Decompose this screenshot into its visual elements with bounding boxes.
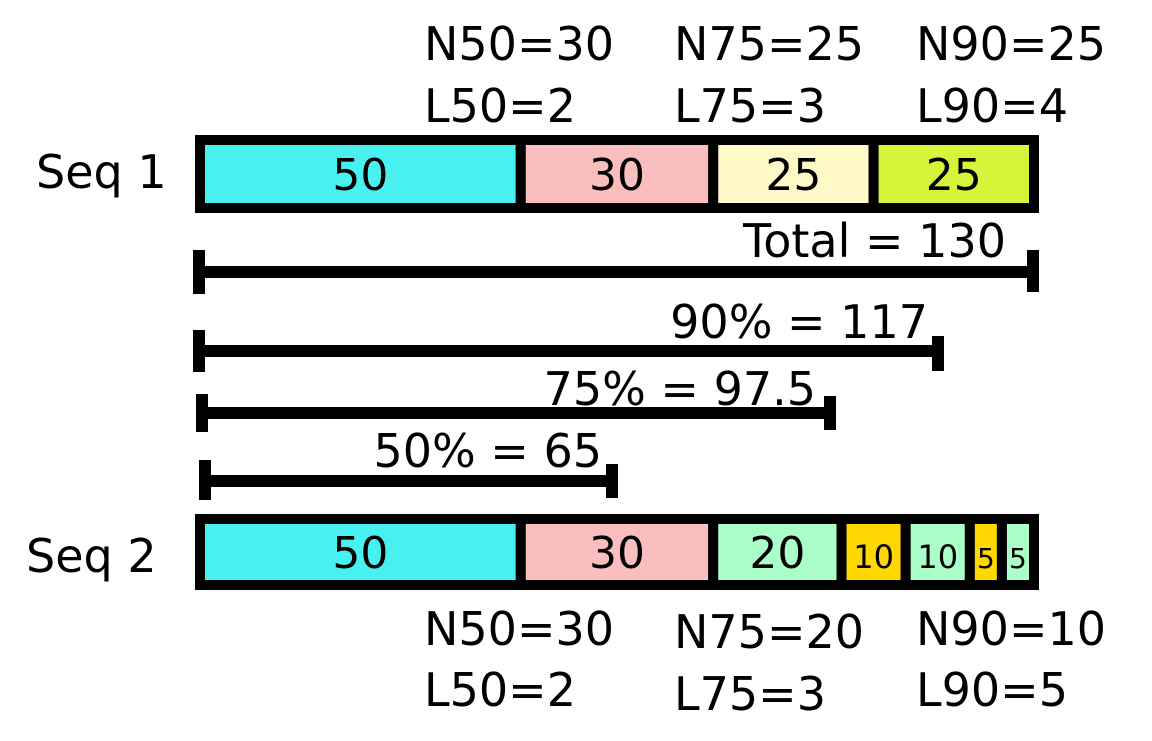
seq2-n50: N50=30 bbox=[424, 602, 614, 656]
seq2-segment-6-label: 5 bbox=[977, 542, 995, 575]
ruler-total: Total = 130 bbox=[193, 214, 1039, 294]
seq2-n90: N90=10 bbox=[916, 602, 1106, 656]
seq2-l50: L50=2 bbox=[424, 663, 576, 717]
ruler-90-label: 90% = 117 bbox=[670, 295, 928, 349]
seq1-n90: N90=25 bbox=[916, 17, 1106, 71]
seq1-n50: N50=30 bbox=[424, 17, 614, 71]
ruler-90-percent: 90% = 117 bbox=[193, 295, 944, 372]
seq1-segment-1-label: 50 bbox=[332, 150, 388, 201]
seq2-segment-1-label: 50 bbox=[332, 528, 388, 579]
seq2-segment-7 bbox=[996, 514, 1040, 590]
seq1-segment-4 bbox=[868, 135, 1039, 213]
seq2-segment-2-label: 30 bbox=[589, 528, 645, 579]
seq2-label: Seq 2 bbox=[26, 529, 157, 583]
seq2-segment-1 bbox=[195, 514, 526, 590]
ruler-50-percent: 50% = 65 bbox=[199, 424, 618, 500]
seq1-segment-2-label: 30 bbox=[589, 150, 645, 201]
seq2-segment-7-label: 5 bbox=[1009, 542, 1027, 575]
seq1-segment-3 bbox=[708, 135, 879, 213]
seq1-l50: L50=2 bbox=[424, 79, 576, 133]
ruler-50-label: 50% = 65 bbox=[373, 424, 602, 478]
seq2-n75: N75=20 bbox=[674, 605, 864, 659]
seq1-l75: L75=3 bbox=[674, 79, 826, 133]
ruler-total-label: Total = 130 bbox=[742, 214, 1006, 268]
seq2-segment-5-label: 10 bbox=[917, 538, 958, 576]
seq1-segment-2 bbox=[515, 135, 719, 213]
seq1-l90: L90=4 bbox=[916, 79, 1068, 133]
seq1-bar: 50 30 25 25 bbox=[195, 135, 1039, 213]
seq2-segment-3-label: 20 bbox=[749, 528, 805, 579]
seq2-bar: 50 30 20 10 10 5 5 bbox=[195, 514, 1040, 590]
ruler-75-label: 75% = 97.5 bbox=[544, 362, 816, 416]
seq1-label: Seq 1 bbox=[36, 145, 167, 199]
seq2-l90: L90=5 bbox=[916, 663, 1068, 717]
seq2-segment-4 bbox=[836, 514, 911, 590]
seq1-segment-4-label: 25 bbox=[926, 150, 982, 201]
seq1-segment-1 bbox=[195, 135, 526, 213]
seq2-l75: L75=3 bbox=[674, 667, 826, 721]
seq1-segment-3-label: 25 bbox=[765, 150, 821, 201]
seq1-n75: N75=25 bbox=[674, 17, 864, 71]
seq2-segment-4-label: 10 bbox=[853, 538, 894, 576]
ruler-75-percent: 75% = 97.5 bbox=[196, 362, 836, 432]
seq2-segment-6 bbox=[964, 514, 1007, 590]
